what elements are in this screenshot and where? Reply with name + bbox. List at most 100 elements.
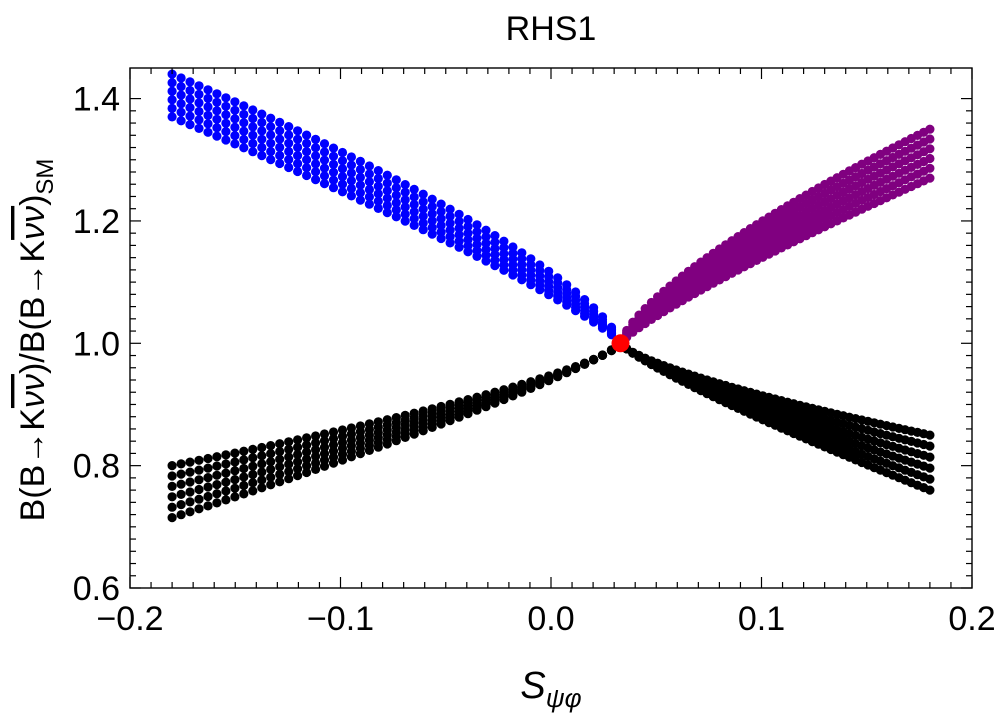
scatter-point-lower-left (409, 429, 419, 439)
scatter-point-lower-left (176, 459, 186, 469)
scatter-point-lower-left (203, 473, 213, 483)
scatter-point-lower-left (311, 451, 321, 461)
scatter-point-lower-left (535, 380, 545, 390)
scatter-point-upper-left (436, 214, 446, 224)
scatter-point-lower-left (194, 494, 204, 504)
scatter-point-upper-left (427, 229, 437, 239)
scatter-point-upper-left (221, 118, 231, 128)
scatter-point-lower-left (221, 450, 231, 460)
scatter-point-lower-left (230, 448, 240, 458)
scatter-point-upper-left (472, 233, 482, 243)
scatter-point-lower-left (275, 462, 285, 472)
scatter-point-upper-left (355, 164, 365, 175)
scatter-point-lower-left (212, 461, 222, 471)
scatter-point-upper-left (346, 168, 356, 178)
scatter-point-upper-left (535, 285, 545, 295)
scatter-point-lower-left (239, 446, 249, 456)
scatter-point-upper-left (463, 221, 473, 232)
scatter-point-upper-left (409, 184, 419, 194)
y-axis-label-close: ) (14, 195, 52, 206)
scatter-point-lower-left (212, 489, 222, 499)
scatter-point-lower-left (212, 498, 222, 508)
scatter-point-upper-left (382, 200, 392, 211)
scatter-point-lower-left (203, 491, 213, 502)
scatter-point-lower-left (203, 463, 213, 473)
scatter-point-upper-left (167, 112, 177, 122)
scatter-point-lower-left (221, 477, 231, 487)
scatter-point-upper-left (221, 127, 231, 137)
scatter-point-upper-left (293, 166, 303, 177)
scatter-point-upper-left (382, 186, 392, 196)
scatter-point-upper-left (355, 180, 365, 190)
scatter-point-upper-left (346, 160, 356, 170)
scatter-point-lower-left (185, 477, 195, 487)
scatter-point-lower-left (284, 437, 294, 447)
scatter-point-upper-left (212, 97, 222, 107)
scatter-point-upper-left (248, 105, 258, 115)
scatter-point-upper-left (382, 178, 392, 188)
scatter-point-upper-left (454, 242, 464, 252)
scatter-point-upper-left (364, 184, 374, 195)
scatter-point-upper-left (418, 211, 428, 221)
scatter-point-lower-left (266, 457, 276, 467)
y-axis-label-over2: νν (14, 206, 52, 240)
scatter-point-upper-left (194, 115, 204, 125)
scatter-point-upper-left (203, 102, 213, 112)
scatter-point-lower-left (194, 465, 204, 475)
scatter-point-upper-left (544, 290, 554, 300)
scatter-point-upper-left (373, 189, 383, 199)
scatter-point-upper-left (391, 175, 401, 185)
scatter-point-upper-left (293, 142, 303, 152)
scatter-point-upper-left (194, 89, 204, 99)
scatter-point-lower-left (167, 502, 177, 512)
scatter-point-upper-left (284, 146, 294, 157)
scatter-point-upper-left (337, 147, 348, 158)
scatter-point-lower-left (319, 442, 330, 452)
scatter-point-lower-left (293, 442, 303, 452)
scatter-point-lower-left (257, 451, 267, 461)
scatter-point-lower-left (185, 497, 195, 507)
scatter-point-lower-left (194, 484, 204, 495)
scatter-point-upper-left (284, 155, 294, 165)
x-axis-label-main: S (520, 665, 545, 707)
scatter-point-lower-left (266, 449, 276, 459)
scatter-point-lower-left (212, 470, 222, 480)
scatter-point-upper-left (257, 126, 267, 136)
scatter-point-lower-left (275, 477, 285, 487)
scatter-point-upper-left (337, 164, 348, 174)
scatter-point-upper-left (302, 147, 312, 157)
scatter-point-upper-left (445, 238, 455, 248)
scatter-point-lower-right (925, 474, 935, 484)
scatter-point-lower-left (293, 457, 303, 467)
scatter-point-upper-left (266, 130, 276, 140)
scatter-point-upper-left (553, 295, 563, 305)
x-axis-label-sub: ψφ (546, 683, 582, 713)
scatter-point-upper-left (364, 161, 374, 171)
scatter-point-upper-left (266, 155, 276, 165)
scatter-point-lower-left (167, 492, 177, 502)
scatter-point-lower-right (925, 441, 935, 451)
scatter-point-upper-left (311, 175, 321, 185)
scatter-point-lower-left (490, 398, 500, 408)
scatter-point-upper-left (319, 179, 330, 189)
scatter-point-lower-right (925, 430, 935, 440)
scatter-point-lower-left (472, 405, 482, 415)
scatter-point-upper-left (400, 187, 410, 197)
scatter-point-lower-left (203, 453, 213, 464)
y-tick-label: 1.4 (73, 81, 120, 119)
scatter-point-upper-left (463, 228, 473, 238)
scatter-point-lower-left (212, 452, 222, 462)
scatter-point-upper-left (319, 163, 330, 173)
scatter-point-lower-left (257, 459, 267, 469)
scatter-point-lower-left (319, 429, 330, 439)
scatter-point-upper-left (212, 123, 222, 133)
scatter-point-upper-left (400, 202, 410, 212)
scatter-point-upper-left (328, 143, 339, 153)
scatter-point-upper-left (328, 159, 339, 169)
scatter-point-lower-left (167, 481, 177, 491)
scatter-point-upper-left (257, 142, 267, 153)
scatter-point-upper-left (382, 193, 392, 203)
scatter-point-upper-left (373, 196, 383, 206)
scatter-point-upper-left (400, 209, 410, 219)
scatter-point-upper-left (346, 176, 356, 186)
